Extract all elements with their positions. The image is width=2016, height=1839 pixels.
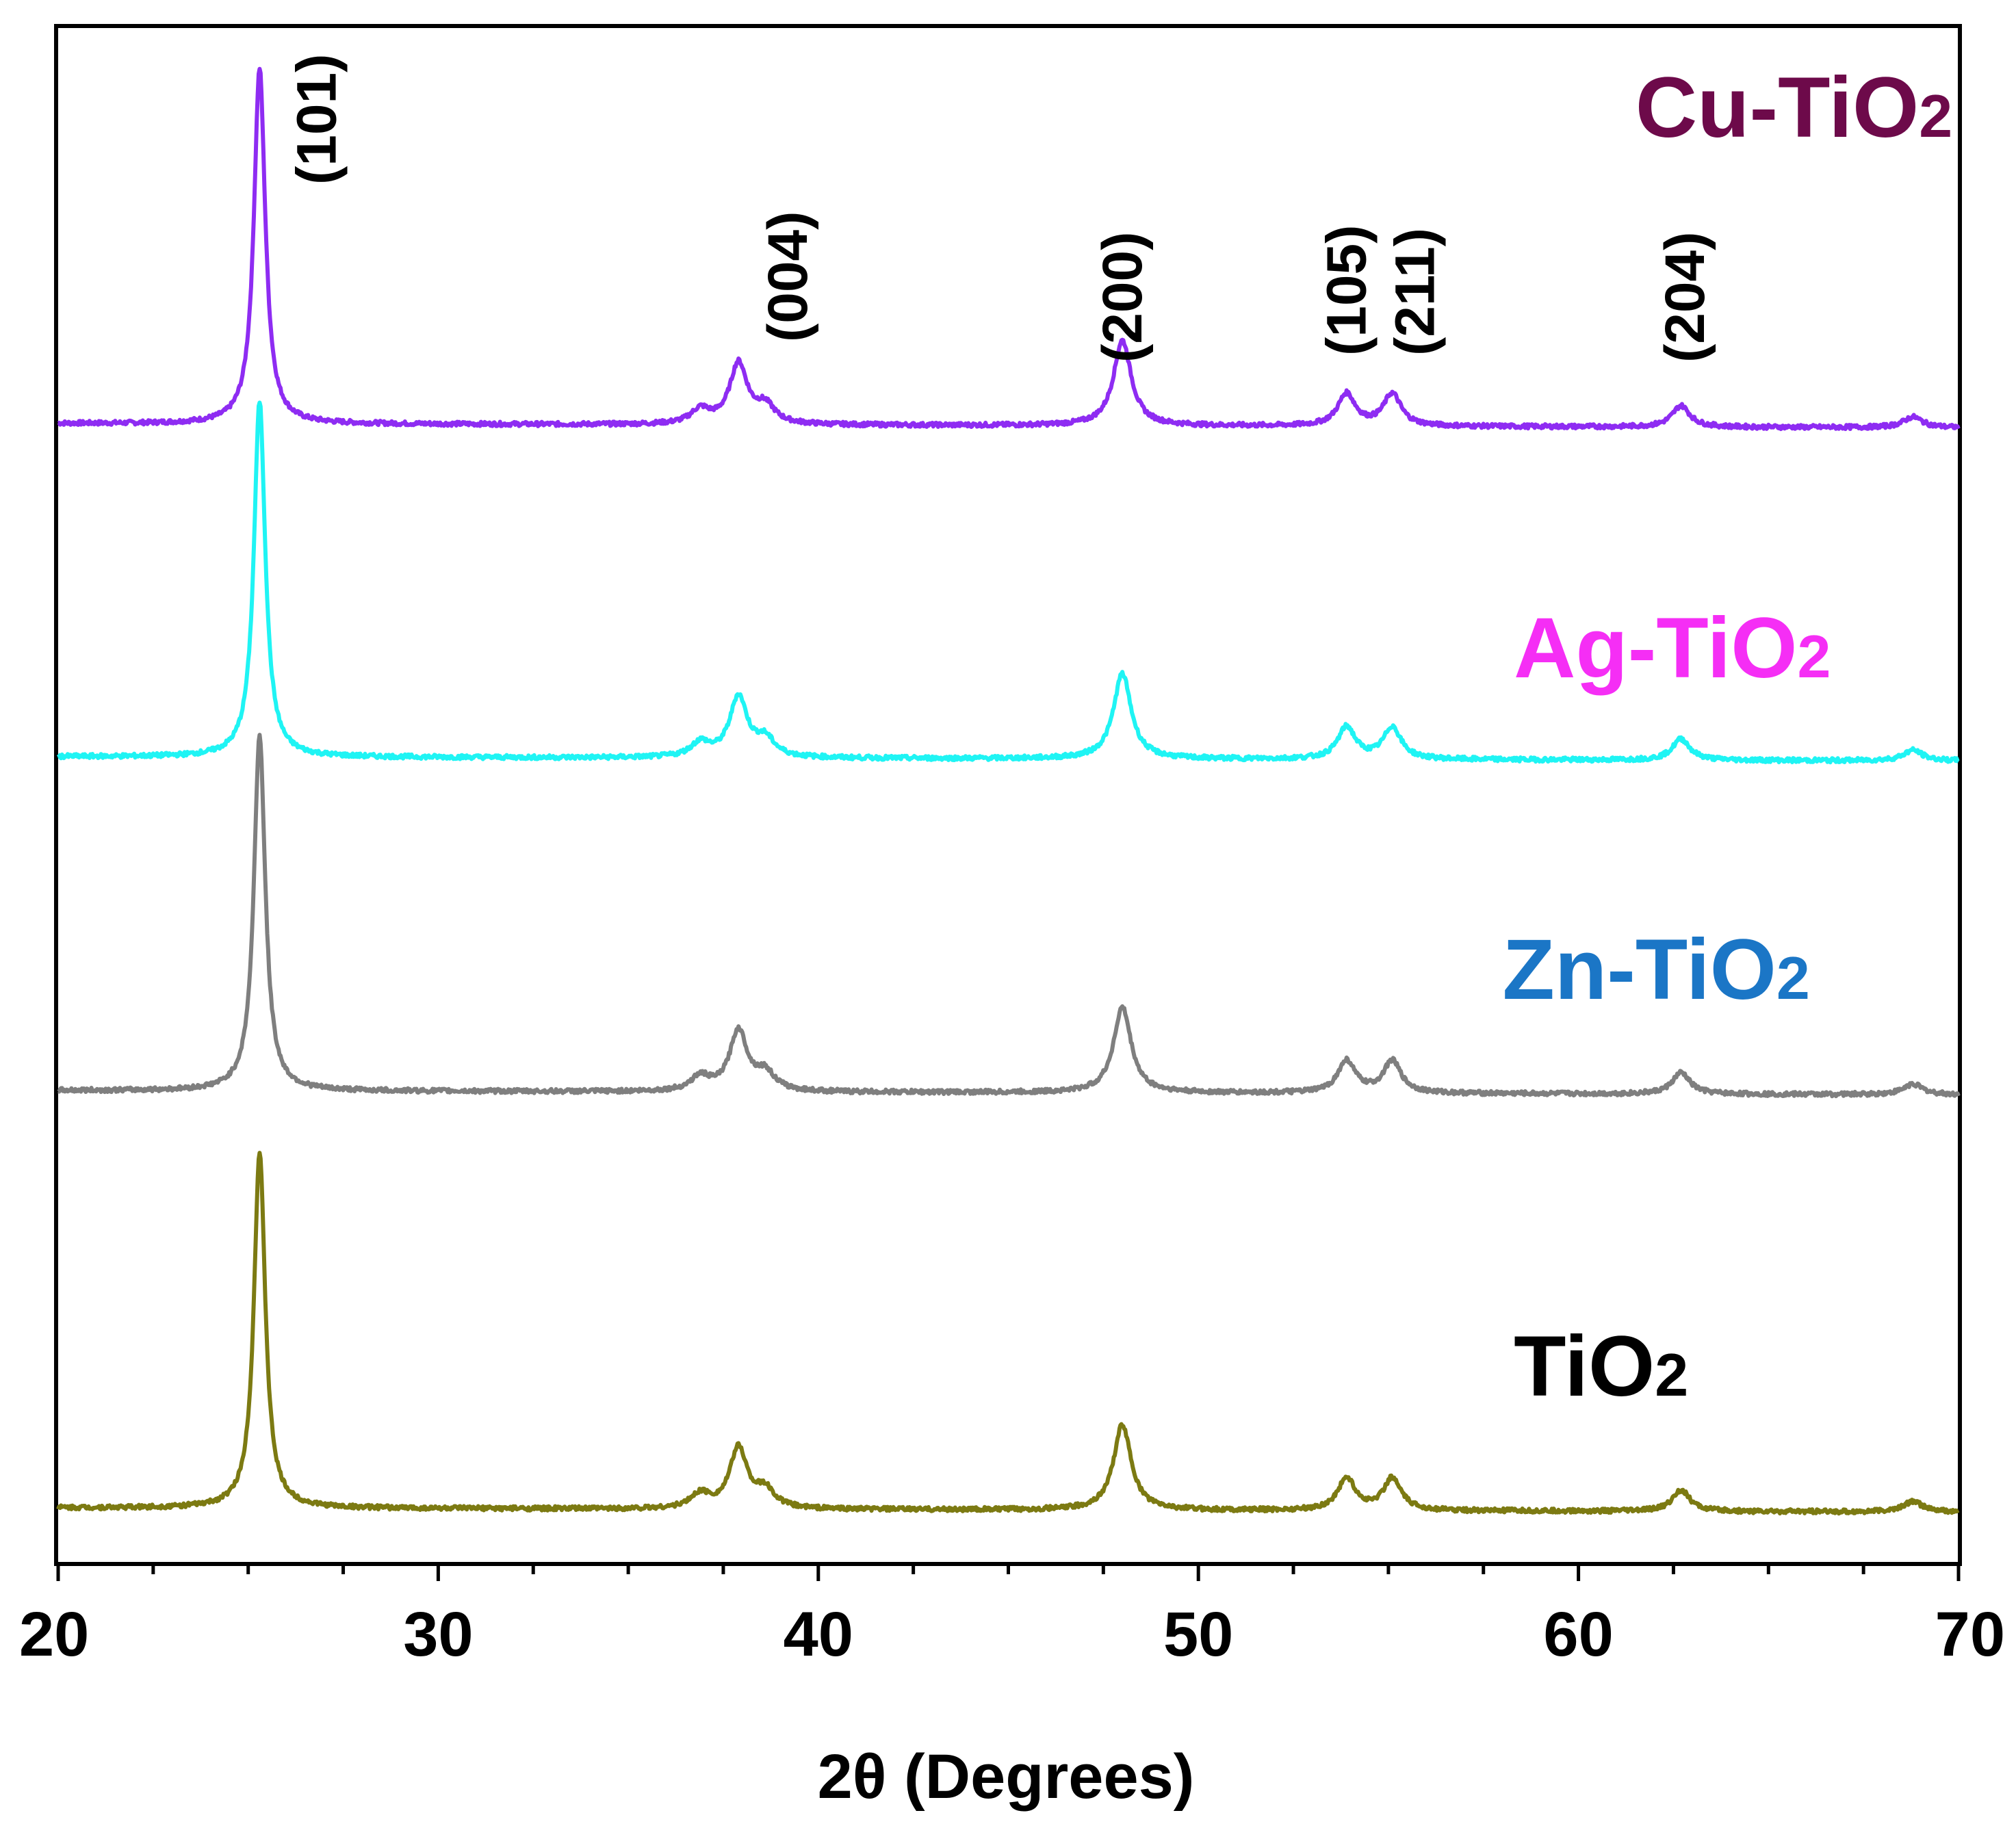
x-axis-title: 2θ (Degrees): [818, 1742, 1195, 1812]
x-tick-label: 20: [19, 1600, 89, 1669]
peak-label-4: (211): [1384, 228, 1447, 356]
series-line-3: [56, 1151, 1960, 1516]
series-line-0: [57, 66, 1961, 432]
series-label-2: Zn-TiO2: [1503, 922, 1810, 1017]
x-tick-label: 50: [1163, 1600, 1233, 1669]
peak-label-3: (105): [1316, 225, 1378, 356]
series-label-0: Cu-TiO2: [1636, 60, 1952, 155]
peak-label-0: (101): [285, 54, 348, 185]
x-tick-label: 30: [403, 1600, 473, 1669]
series-line-2: [57, 733, 1961, 1099]
x-tick-label: 60: [1543, 1600, 1613, 1669]
series-label-1: Ag-TiO2: [1514, 601, 1831, 696]
series-line-1: [56, 400, 1960, 765]
peak-label-1: (004): [757, 211, 819, 342]
x-tick-label: 40: [784, 1600, 853, 1669]
series-label-3: TiO2: [1514, 1319, 1688, 1414]
peak-label-2: (200): [1091, 232, 1154, 363]
x-tick-label: 70: [1935, 1600, 2005, 1669]
peak-label-5: (204): [1654, 232, 1716, 363]
